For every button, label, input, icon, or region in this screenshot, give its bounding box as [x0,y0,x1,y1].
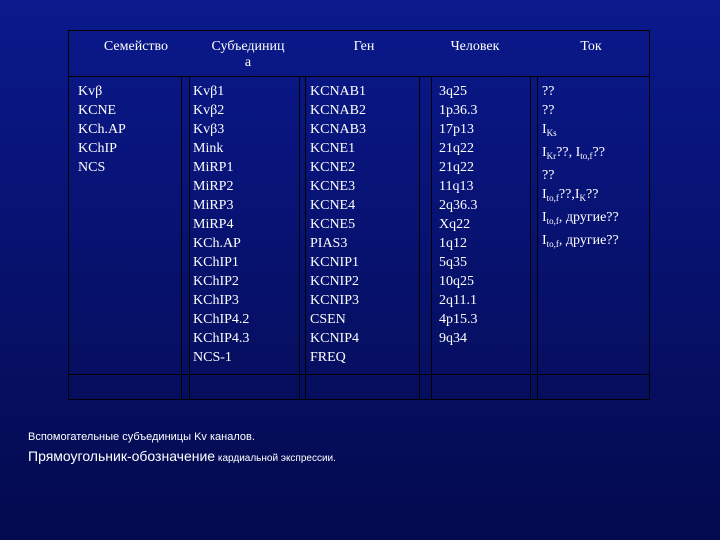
current-cell: ?? [542,103,555,118]
subunit-cell: KChIP3 [193,293,239,308]
subunit-cell: MiRP2 [193,179,234,194]
subunit-column: Kvβ1 Kvβ2 Kvβ3 Mink MiRP1 MiRP2 MiRP3 Mi… [193,82,249,367]
family-cell: Kvβ [78,84,103,99]
gene-cell: KCNE3 [310,179,356,194]
gene-cell: KCNIP4 [310,331,360,346]
human-cell: 10q25 [439,274,474,289]
gene-column: KCNAB1 KCNAB2 KCNAB3 KCNE1 KCNE2 KCNE3 K… [310,82,366,367]
family-cell: KCh.AP [78,122,126,137]
col-divider [537,76,538,399]
human-cell: Xq22 [439,217,471,232]
subunit-cell: KChIP4.2 [193,312,250,327]
current-cell: Ito,f, другие?? [542,210,619,226]
subunit-cell: Mink [193,141,224,156]
human-cell: 3q25 [439,84,467,99]
subunit-cell: KChIP2 [193,274,239,289]
gene-cell: KCNIP2 [310,274,360,289]
header-gene: Ген [353,39,375,54]
header-subunit: Субъединиц а [193,39,303,71]
col-divider [431,76,432,399]
header-subunit-line1: Субъединиц [211,39,285,54]
subunit-cell: Kvβ3 [193,122,225,137]
subunit-cell: KChIP4.3 [193,331,250,346]
current-cell: ?? [542,168,555,183]
human-cell: 2q36.3 [439,198,478,213]
header-human: Человек [450,39,500,54]
gene-cell: KCNE4 [310,198,356,213]
col-divider [299,76,300,399]
human-cell: 1p36.3 [439,103,478,118]
gene-cell: FREQ [310,350,346,365]
gene-cell: CSEN [310,312,346,327]
gene-cell: KCNE5 [310,217,356,232]
caption-line-1: Вспомогательные субъединицы Kv каналов. [28,431,255,443]
col-divider [419,76,420,399]
gene-cell: KCNAB3 [310,122,367,137]
gene-cell: KCNE2 [310,160,356,175]
header-subunit-line2: а [244,55,252,70]
human-cell: 21q22 [439,160,474,175]
subunit-cell: NCS-1 [193,350,232,365]
family-cell: NCS [78,160,106,175]
gene-cell: KCNIP3 [310,293,360,308]
family-cell: KCNE [78,103,117,118]
gene-cell: KCNAB1 [310,84,367,99]
current-column: ?? ?? IKs IKr??, Ito,f?? ?? Ito,f??,IK??… [542,82,619,254]
human-cell: 21q22 [439,141,474,156]
human-cell: 2q11.1 [439,293,477,308]
human-cell: 4p15.3 [439,312,478,327]
current-cell: Ito,f??,IK?? [542,187,599,203]
subunit-cell: Kvβ1 [193,84,225,99]
caption-line-2-large: Прямоугольник-обозначение [28,448,216,464]
subunit-cell: Kvβ2 [193,103,225,118]
current-cell: IKs [542,122,557,138]
subunit-cell: MiRP4 [193,217,234,232]
human-cell: 1q12 [439,236,467,251]
human-cell: 5q35 [439,255,467,270]
header-family: Семейство [103,39,169,54]
family-cell: KChIP [78,141,117,156]
caption-line-2-small: кардиальной экспрессии. [215,453,336,464]
current-cell: IKr??, Ito,f?? [542,145,605,161]
human-column: 3q25 1p36.3 17p13 21q22 21q22 11q13 2q36… [439,82,478,348]
footer-row-divider [69,374,649,375]
human-cell: 9q34 [439,331,467,346]
gene-cell: KCNAB2 [310,103,367,118]
current-cell: ?? [542,84,555,99]
subunit-cell: KChIP1 [193,255,239,270]
gene-cell: PIAS3 [310,236,348,251]
subunit-cell: MiRP3 [193,198,234,213]
header-current: Ток [580,39,602,54]
col-divider [189,76,190,399]
col-divider [530,76,531,399]
col-divider [305,76,306,399]
gene-cell: KCNIP1 [310,255,360,270]
subunit-table: Семейство Субъединиц а Ген Человек Ток K… [68,30,650,400]
current-cell: Ito,f, другие?? [542,233,619,249]
family-column: Kvβ KCNE KCh.AP KChIP NCS [78,82,126,177]
subunit-cell: MiRP1 [193,160,234,175]
header-divider [69,76,649,77]
human-cell: 17p13 [439,122,474,137]
col-divider [181,76,182,399]
human-cell: 11q13 [439,179,474,194]
gene-cell: KCNE1 [310,141,356,156]
caption-line-2: Прямоугольник-обозначение кардиальной эк… [28,448,336,464]
subunit-cell: KCh.AP [193,236,241,251]
